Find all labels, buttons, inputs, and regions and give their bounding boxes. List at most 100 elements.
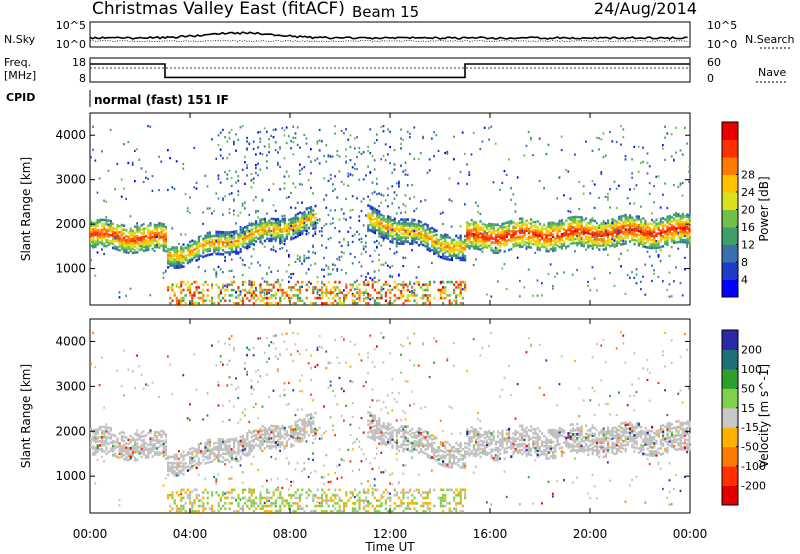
power-cell — [477, 235, 480, 239]
power-cell — [241, 288, 244, 292]
power-cell — [686, 227, 689, 230]
power-cell — [424, 283, 427, 287]
power-cell — [459, 234, 462, 238]
velocity-cell — [140, 373, 143, 377]
power-cell — [378, 242, 380, 245]
velocity-cell — [228, 460, 231, 464]
velocity-cell — [193, 455, 196, 459]
power-cell — [409, 280, 412, 284]
power-cell — [136, 239, 139, 242]
power-cell — [615, 224, 618, 228]
power-cell — [321, 244, 323, 247]
power-cell — [490, 227, 493, 230]
velocity-cell — [96, 458, 99, 462]
power-cell — [420, 296, 423, 300]
power-cell — [255, 228, 258, 231]
power-cell — [349, 226, 352, 229]
power-cell — [532, 228, 535, 232]
power-cell — [428, 235, 431, 239]
power-colorbar-tick-label: 28 — [741, 169, 755, 182]
power-cell — [488, 230, 491, 234]
power-cell — [684, 234, 686, 238]
power-cell — [325, 264, 328, 267]
power-cell — [195, 255, 198, 258]
power-cell — [686, 142, 688, 145]
power-cell — [230, 176, 233, 180]
power-cell — [404, 240, 407, 243]
power-cell — [376, 182, 378, 185]
power-cell — [283, 296, 286, 300]
power-cell — [393, 280, 396, 284]
power-cell — [334, 299, 337, 303]
power-cell — [268, 145, 270, 149]
power-cell — [107, 241, 110, 244]
power-cell — [129, 237, 132, 241]
power-cell — [607, 231, 610, 234]
power-cell — [92, 241, 95, 245]
power-cell — [567, 228, 570, 232]
power-cell — [677, 220, 680, 224]
power-cell — [545, 239, 548, 243]
power-cell — [499, 245, 502, 248]
power-cell — [118, 235, 121, 238]
power-cell — [380, 221, 383, 225]
power-cell — [134, 241, 137, 245]
power-cell — [288, 230, 291, 234]
power-cell — [360, 252, 363, 255]
power-cell — [307, 231, 310, 235]
power-cell — [274, 250, 277, 253]
power-cell — [629, 220, 632, 223]
velocity-cell — [250, 462, 253, 466]
power-cell — [457, 254, 460, 257]
velocity-cell — [202, 510, 205, 513]
power-cell — [228, 269, 231, 273]
velocity-cell — [204, 443, 207, 447]
velocity-cell — [151, 437, 154, 440]
velocity-cell — [235, 437, 238, 440]
velocity-cell — [208, 444, 211, 448]
power-cell — [532, 236, 535, 240]
power-cell — [635, 215, 638, 218]
freq-trace — [90, 63, 690, 79]
power-cell — [552, 223, 555, 227]
power-cell — [398, 234, 401, 237]
power-cell — [384, 226, 387, 229]
power-cell — [380, 229, 383, 233]
power-cell — [642, 237, 645, 240]
power-cell — [446, 255, 449, 259]
power-cell — [657, 175, 660, 178]
power-cell — [250, 234, 253, 237]
power-cell — [305, 217, 308, 221]
power-cell — [475, 221, 478, 224]
power-cell — [686, 231, 689, 234]
velocity-cell — [189, 466, 192, 469]
power-cell — [340, 208, 343, 211]
power-cell — [653, 240, 656, 244]
power-cell — [459, 250, 462, 254]
power-cell — [400, 238, 403, 241]
power-cell — [345, 197, 347, 201]
velocity-cell — [164, 445, 167, 448]
power-cell — [270, 239, 273, 243]
velocity-cell — [164, 457, 167, 460]
power-cell — [213, 248, 216, 252]
power-cell — [252, 289, 255, 293]
power-cell — [109, 225, 112, 228]
power-cell — [193, 302, 196, 305]
velocity-cell — [125, 452, 128, 455]
power-cell — [270, 248, 273, 251]
power-cell — [626, 230, 629, 233]
velocity-cell — [131, 370, 134, 373]
power-cell — [327, 280, 330, 284]
power-cell — [310, 282, 312, 285]
power-cell — [123, 224, 126, 228]
power-cell — [191, 249, 194, 253]
power-cell — [274, 294, 277, 297]
power-cell — [358, 151, 361, 154]
power-cell — [659, 219, 662, 223]
power-cell — [244, 226, 247, 229]
power-cell — [461, 242, 464, 246]
power-cell — [380, 218, 383, 221]
power-cell — [310, 302, 313, 305]
power-cell — [382, 224, 385, 228]
